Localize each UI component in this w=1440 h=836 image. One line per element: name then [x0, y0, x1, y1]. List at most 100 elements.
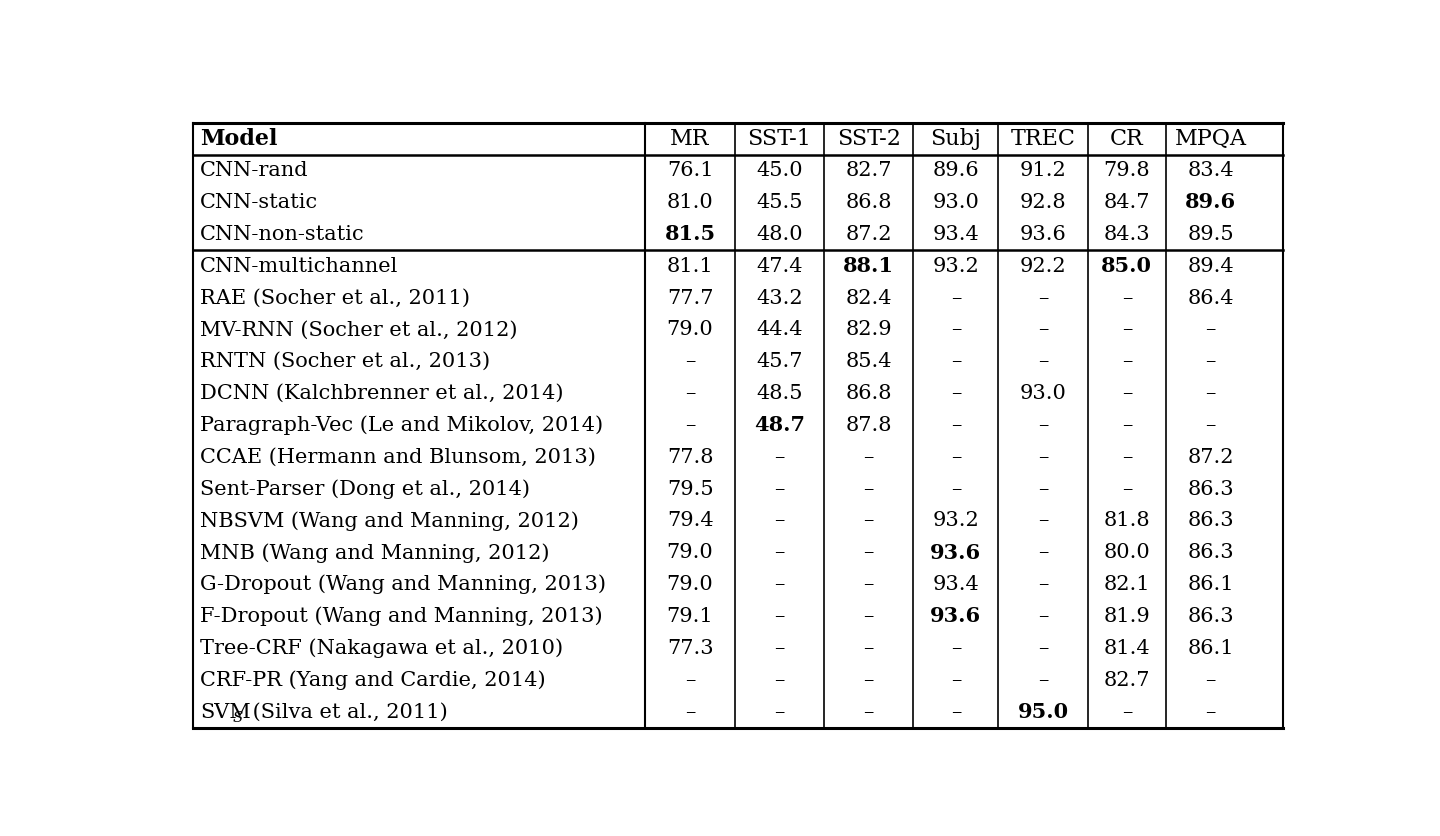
- Text: –: –: [864, 543, 874, 563]
- Text: (Silva et al., 2011): (Silva et al., 2011): [246, 702, 448, 721]
- Text: 79.1: 79.1: [667, 607, 713, 626]
- Text: G-Dropout (Wang and Manning, 2013): G-Dropout (Wang and Manning, 2013): [200, 575, 606, 594]
- Text: –: –: [1205, 384, 1215, 403]
- Text: 82.7: 82.7: [845, 161, 891, 180]
- Text: 81.8: 81.8: [1103, 512, 1151, 530]
- Text: SST-1: SST-1: [747, 128, 811, 150]
- Text: 93.2: 93.2: [933, 512, 979, 530]
- Text: –: –: [864, 448, 874, 466]
- Text: 89.5: 89.5: [1188, 225, 1234, 244]
- Text: –: –: [864, 639, 874, 658]
- Text: –: –: [864, 702, 874, 721]
- Text: –: –: [775, 639, 785, 658]
- Text: –: –: [775, 480, 785, 498]
- Text: Paragraph-Vec (Le and Mikolov, 2014): Paragraph-Vec (Le and Mikolov, 2014): [200, 415, 603, 436]
- Text: 83.4: 83.4: [1188, 161, 1234, 180]
- Text: –: –: [685, 702, 696, 721]
- Text: –: –: [1038, 607, 1048, 626]
- Text: 47.4: 47.4: [756, 257, 802, 276]
- Text: 81.1: 81.1: [667, 257, 713, 276]
- Text: –: –: [1205, 670, 1215, 690]
- Text: 92.2: 92.2: [1020, 257, 1066, 276]
- Text: 84.3: 84.3: [1103, 225, 1151, 244]
- Text: CCAE (Hermann and Blunsom, 2013): CCAE (Hermann and Blunsom, 2013): [200, 448, 596, 466]
- Text: 92.8: 92.8: [1020, 193, 1066, 212]
- Text: CRF-PR (Yang and Cardie, 2014): CRF-PR (Yang and Cardie, 2014): [200, 670, 546, 690]
- Text: –: –: [1038, 288, 1048, 308]
- Text: 93.0: 93.0: [1020, 384, 1067, 403]
- Text: RAE (Socher et al., 2011): RAE (Socher et al., 2011): [200, 288, 469, 308]
- Text: 86.4: 86.4: [1188, 288, 1234, 308]
- Text: –: –: [950, 288, 960, 308]
- Text: 93.2: 93.2: [933, 257, 979, 276]
- Text: 87.8: 87.8: [845, 415, 891, 435]
- Text: 85.4: 85.4: [845, 352, 891, 371]
- Text: –: –: [1122, 702, 1132, 721]
- Text: 84.7: 84.7: [1103, 193, 1151, 212]
- Text: 48.5: 48.5: [756, 384, 802, 403]
- Text: 45.0: 45.0: [756, 161, 802, 180]
- Text: –: –: [1122, 352, 1132, 371]
- Text: 88.1: 88.1: [844, 256, 894, 276]
- Text: –: –: [685, 384, 696, 403]
- Text: –: –: [775, 448, 785, 466]
- Text: –: –: [1038, 320, 1048, 339]
- Text: –: –: [950, 702, 960, 721]
- Text: 91.2: 91.2: [1020, 161, 1067, 180]
- Text: Model: Model: [200, 128, 278, 150]
- Text: 81.9: 81.9: [1103, 607, 1151, 626]
- Text: SVM: SVM: [200, 702, 251, 721]
- Text: 86.3: 86.3: [1188, 607, 1234, 626]
- Text: –: –: [1038, 415, 1048, 435]
- Text: 79.8: 79.8: [1103, 161, 1151, 180]
- Text: –: –: [1038, 639, 1048, 658]
- Text: –: –: [685, 415, 696, 435]
- Text: 86.8: 86.8: [845, 193, 891, 212]
- Text: –: –: [1205, 415, 1215, 435]
- Text: Sent-Parser (Dong et al., 2014): Sent-Parser (Dong et al., 2014): [200, 479, 530, 499]
- Text: –: –: [1205, 702, 1215, 721]
- Text: 77.7: 77.7: [667, 288, 713, 308]
- Text: F-Dropout (Wang and Manning, 2013): F-Dropout (Wang and Manning, 2013): [200, 607, 603, 626]
- Text: MNB (Wang and Manning, 2012): MNB (Wang and Manning, 2012): [200, 543, 550, 563]
- Text: 93.6: 93.6: [930, 606, 982, 626]
- Text: 82.1: 82.1: [1103, 575, 1151, 594]
- Text: 79.0: 79.0: [667, 575, 713, 594]
- Text: Subj: Subj: [930, 128, 981, 150]
- Text: 45.7: 45.7: [756, 352, 802, 371]
- Text: –: –: [1038, 352, 1048, 371]
- Text: 95.0: 95.0: [1018, 702, 1068, 722]
- Text: 81.5: 81.5: [664, 224, 716, 244]
- Text: –: –: [1038, 480, 1048, 498]
- Text: CNN-rand: CNN-rand: [200, 161, 308, 180]
- Text: 93.0: 93.0: [933, 193, 979, 212]
- Text: S: S: [233, 711, 243, 726]
- Text: –: –: [775, 543, 785, 563]
- Text: 81.4: 81.4: [1103, 639, 1151, 658]
- Text: DCNN (Kalchbrenner et al., 2014): DCNN (Kalchbrenner et al., 2014): [200, 384, 563, 403]
- Text: –: –: [950, 415, 960, 435]
- Text: CR: CR: [1110, 128, 1143, 150]
- Text: CNN-multichannel: CNN-multichannel: [200, 257, 399, 276]
- Text: –: –: [950, 384, 960, 403]
- Text: 82.4: 82.4: [845, 288, 891, 308]
- Text: –: –: [1038, 512, 1048, 530]
- Text: 93.6: 93.6: [930, 543, 982, 563]
- Text: –: –: [775, 575, 785, 594]
- Text: MV-RNN (Socher et al., 2012): MV-RNN (Socher et al., 2012): [200, 320, 517, 339]
- Text: –: –: [950, 320, 960, 339]
- Text: 79.5: 79.5: [667, 480, 713, 498]
- Text: –: –: [1122, 384, 1132, 403]
- Text: 44.4: 44.4: [756, 320, 802, 339]
- Text: 80.0: 80.0: [1103, 543, 1151, 563]
- Text: MPQA: MPQA: [1175, 128, 1247, 150]
- Text: –: –: [775, 607, 785, 626]
- Text: 89.4: 89.4: [1188, 257, 1234, 276]
- Text: 86.3: 86.3: [1188, 543, 1234, 563]
- Text: –: –: [1122, 448, 1132, 466]
- Text: SST-2: SST-2: [837, 128, 900, 150]
- Text: 93.4: 93.4: [933, 575, 979, 594]
- Text: –: –: [775, 512, 785, 530]
- Text: 76.1: 76.1: [667, 161, 713, 180]
- Text: –: –: [1205, 352, 1215, 371]
